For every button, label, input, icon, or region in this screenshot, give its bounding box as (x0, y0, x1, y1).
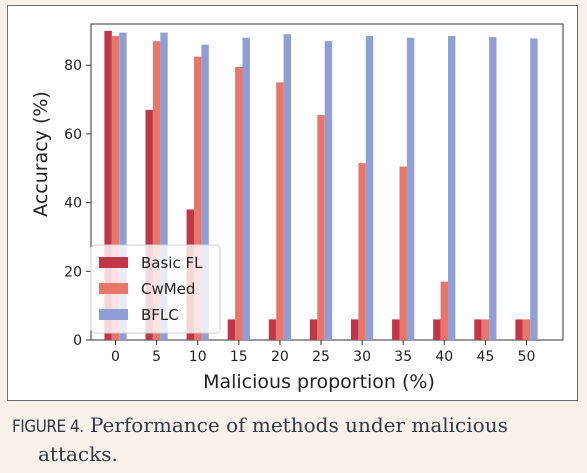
legend-swatch-cwmed (99, 283, 128, 294)
x-axis-label: Malicious proportion (%) (203, 371, 435, 393)
bar-bflc (406, 37, 415, 340)
legend-label-cwmed: CwMed (141, 280, 195, 298)
bar-cwmed (522, 319, 531, 340)
x-tick-label: 50 (518, 349, 536, 365)
bar-bflc (365, 36, 374, 341)
x-tick-label: 45 (476, 349, 494, 365)
bar-cwmed (440, 281, 448, 340)
x-tick-label: 0 (111, 349, 120, 365)
bar-bflc (448, 36, 456, 341)
bar-basic-fl (104, 30, 112, 340)
caption-text-line2: attacks. (38, 442, 118, 466)
bar-basic-fl (515, 319, 523, 340)
bar-basic-fl (227, 319, 236, 340)
y-tick-label: 80 (64, 58, 82, 74)
bar-cwmed (111, 36, 120, 341)
figure-label: FIGURE 4. (12, 417, 84, 437)
bar-basic-fl (474, 319, 482, 340)
bar-bflc (242, 37, 250, 340)
bar-basic-fl (351, 319, 359, 340)
bar-cwmed (152, 41, 161, 340)
bar-cwmed (317, 115, 325, 341)
legend-swatch-basic-fl (99, 257, 128, 268)
y-tick-label: 40 (64, 196, 82, 212)
bar-cwmed (358, 163, 366, 340)
caption-text-line1: Performance of methods under malicious (83, 413, 508, 437)
y-axis-label: Accuracy (%) (30, 91, 52, 217)
figure-caption: FIGURE 4. Performance of methods under m… (12, 412, 577, 468)
bar-bflc (283, 34, 291, 340)
bar-bflc (201, 44, 209, 340)
bar-basic-fl (309, 319, 318, 340)
y-tick-label: 60 (64, 127, 82, 143)
bar-cwmed (481, 319, 490, 340)
bar-bflc (160, 32, 168, 341)
bar-cwmed (276, 82, 284, 341)
bar-basic-fl (433, 319, 441, 340)
legend-label-bflc: BFLC (141, 306, 179, 324)
y-tick-label: 0 (73, 333, 82, 349)
x-tick-label: 15 (230, 349, 248, 365)
x-tick-label: 5 (152, 349, 161, 365)
bar-basic-fl (145, 109, 153, 340)
bar-cwmed (235, 66, 243, 340)
bar-bflc (324, 41, 333, 340)
bar-cwmed (399, 166, 407, 340)
x-tick-label: 25 (312, 349, 330, 365)
x-tick-label: 20 (271, 349, 289, 365)
bar-basic-fl (268, 319, 277, 340)
x-tick-label: 10 (189, 349, 207, 365)
bar-bflc (489, 37, 497, 340)
x-tick-label: 35 (394, 349, 412, 365)
figure-frame: 0 20 40 60 80 0 5 10 15 20 25 30 35 40 45 50 Basic FL CwM… (7, 5, 578, 401)
legend-swatch-bflc (99, 309, 128, 320)
y-tick-label: 20 (64, 264, 82, 280)
bar-bflc (119, 32, 127, 341)
x-tick-label: 30 (353, 349, 371, 365)
bar-basic-fl (392, 319, 400, 340)
bar-cwmed (194, 56, 202, 341)
legend-label-basic-fl: Basic FL (141, 254, 203, 272)
x-tick-label: 40 (435, 349, 453, 365)
bar-bflc (530, 38, 538, 340)
bar-chart: 0 20 40 60 80 0 5 10 15 20 25 30 35 40 45 50 Basic FL CwM… (30, 23, 564, 393)
